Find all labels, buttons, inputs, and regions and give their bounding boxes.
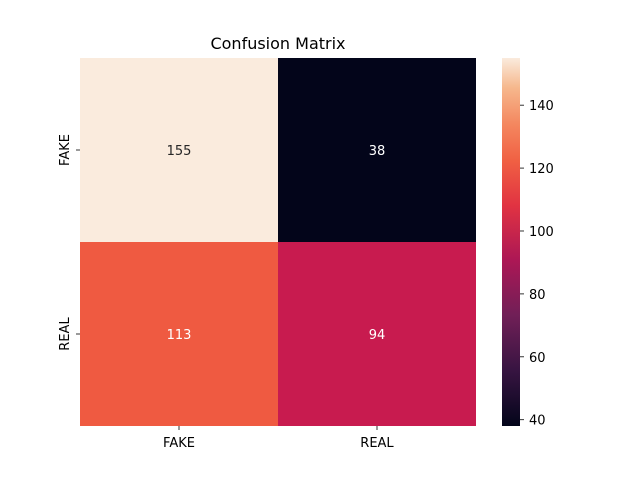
- x-tick-label: REAL: [360, 436, 394, 451]
- heatmap-cell: [278, 58, 476, 242]
- colorbar-tick-label: 80: [529, 288, 546, 303]
- y-tick-label: FAKE: [58, 134, 73, 166]
- colorbar: 40 60 80 100 120 140: [502, 58, 554, 429]
- heatmap-cell: [278, 242, 476, 426]
- colorbar-gradient: [502, 58, 520, 426]
- colorbar-tick-label: 120: [529, 162, 554, 177]
- heatmap-cell: [80, 58, 278, 242]
- cell-value-label: 94: [369, 328, 386, 343]
- y-tick-label: REAL: [58, 317, 73, 351]
- x-tick-label: FAKE: [163, 436, 195, 451]
- cell-value-label: 155: [167, 144, 192, 159]
- cell-value-label: 38: [369, 144, 386, 159]
- colorbar-tick-label: 40: [529, 414, 546, 429]
- colorbar-tick-label: 60: [529, 351, 546, 366]
- cell-value-label: 113: [167, 328, 192, 343]
- heatmap-cell: [80, 242, 278, 426]
- colorbar-tick-label: 140: [529, 99, 554, 114]
- chart-title: Confusion Matrix: [210, 34, 345, 53]
- colorbar-tick-label: 100: [529, 225, 554, 240]
- heatmap-axes: FAKE REAL FAKE REAL: [58, 134, 394, 451]
- heatmap-cells: 155 38 113 94: [80, 58, 476, 426]
